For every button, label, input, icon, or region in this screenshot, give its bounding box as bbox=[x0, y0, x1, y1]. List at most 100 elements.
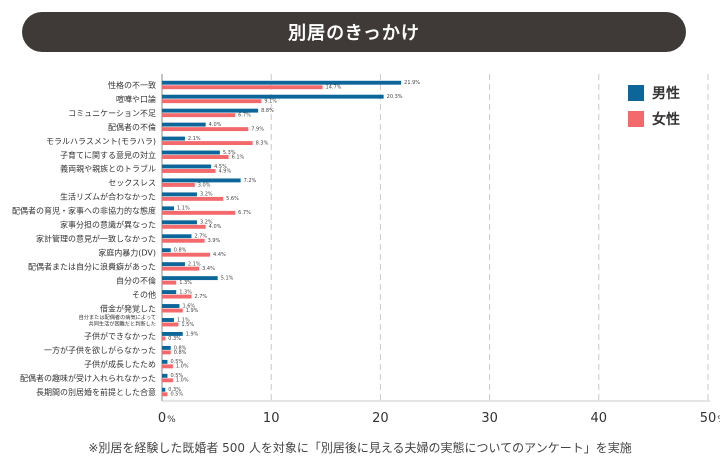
data-label: 0.5% bbox=[170, 392, 183, 398]
category-label: モラルハラスメント(モラハラ) bbox=[46, 137, 156, 146]
bar-female bbox=[162, 85, 323, 90]
data-label: 3.2% bbox=[200, 220, 213, 226]
bar-female bbox=[162, 224, 206, 229]
chart-title: 別居のきっかけ bbox=[288, 23, 420, 44]
data-label: 1.3% bbox=[179, 289, 192, 295]
data-label: 7.9% bbox=[251, 126, 264, 132]
bar-female bbox=[162, 322, 179, 327]
data-label: 0.8% bbox=[174, 248, 187, 254]
bar-male bbox=[162, 108, 259, 113]
data-label: 5.6% bbox=[226, 196, 239, 202]
data-label: 1.1% bbox=[177, 206, 190, 212]
bar-male bbox=[162, 276, 218, 281]
data-label: 0.3% bbox=[168, 336, 181, 342]
data-label: 6.1% bbox=[232, 154, 245, 160]
data-label: 7.2% bbox=[244, 178, 257, 184]
data-label: 0.3% bbox=[168, 387, 181, 393]
category-label: 借金が発覚した bbox=[100, 303, 156, 313]
bar-male bbox=[162, 178, 241, 183]
data-label: 21.9% bbox=[404, 80, 420, 86]
category-label: 一方が子供を欲しがらなかった bbox=[44, 345, 156, 355]
bar-male bbox=[162, 220, 197, 225]
data-label: 4.4% bbox=[213, 252, 226, 258]
bar-female bbox=[162, 336, 166, 341]
data-label: 4.0% bbox=[209, 224, 222, 230]
bar-female bbox=[162, 350, 171, 355]
bar-male bbox=[162, 122, 206, 127]
data-label: 5.3% bbox=[223, 150, 236, 156]
category-label: 子供が成長したため bbox=[84, 359, 156, 369]
title-banner: 別居のきっかけ bbox=[22, 12, 686, 52]
bar-female bbox=[162, 210, 236, 215]
x-tick-unit: % bbox=[717, 415, 720, 425]
bar-female bbox=[162, 99, 262, 104]
category-label: 家計管理の意見が一致しなかった bbox=[36, 234, 156, 244]
bar-female bbox=[162, 364, 173, 369]
bar-male bbox=[162, 80, 402, 85]
x-tick-label: 30 bbox=[481, 411, 498, 426]
data-label: 4.5% bbox=[214, 164, 227, 170]
data-label: 2.7% bbox=[194, 294, 207, 300]
bar-male bbox=[162, 164, 212, 169]
bar-male bbox=[162, 192, 197, 197]
footnote: ※別居を経験した既婚者 500 人を対象に「別居後に見える夫婦の実態についてのア… bbox=[88, 441, 632, 455]
data-label: 6.7% bbox=[238, 210, 251, 216]
data-label: 2.1% bbox=[188, 262, 201, 268]
bar-female bbox=[162, 196, 224, 201]
bar-male bbox=[162, 234, 192, 239]
bar-female bbox=[162, 392, 168, 397]
x-tick-label: 10 bbox=[263, 411, 280, 426]
category-label: 子育てに関する意見の対立 bbox=[60, 150, 156, 160]
data-label: 4.0% bbox=[209, 122, 222, 128]
data-label: 5.1% bbox=[221, 275, 234, 281]
bar-female bbox=[162, 155, 229, 159]
data-label: 1.3% bbox=[179, 280, 192, 286]
x-tick-label: 50 bbox=[700, 411, 717, 426]
category-label: 喧嘩や口論 bbox=[116, 94, 156, 104]
data-label: 1.9% bbox=[186, 308, 199, 314]
bar-male bbox=[162, 206, 175, 211]
category-label: 性格の不一致 bbox=[108, 80, 156, 90]
bar-female bbox=[162, 252, 211, 257]
bar-male bbox=[162, 331, 183, 336]
category-label: 家庭内暴力(DV) bbox=[98, 247, 156, 257]
category-label: 生活リズムが合わなかった bbox=[60, 192, 156, 202]
bar-male bbox=[162, 150, 220, 155]
data-label: 3.9% bbox=[208, 238, 221, 244]
category-label: 配偶者の不倫 bbox=[108, 122, 156, 132]
x-tick-label: 40 bbox=[591, 411, 608, 426]
bar-male bbox=[162, 373, 168, 378]
legend-label-male: 男性 bbox=[652, 86, 680, 102]
bar-female bbox=[162, 182, 195, 187]
category-label: セックスレス bbox=[108, 179, 156, 188]
data-label: 6.7% bbox=[238, 112, 251, 118]
data-label: 8.3% bbox=[256, 140, 269, 146]
bar-female bbox=[162, 378, 173, 383]
category-label: 自分または配偶者の病気によって bbox=[79, 313, 156, 321]
bar-female bbox=[162, 169, 216, 173]
data-label: 8.8% bbox=[261, 108, 274, 114]
data-label: 1.0% bbox=[176, 364, 189, 370]
category-label: その他 bbox=[132, 289, 156, 299]
category-label: 配偶者の趣味が受け入れられなかった bbox=[20, 373, 156, 383]
data-label: 0.5% bbox=[170, 373, 183, 379]
data-label: 9.1% bbox=[264, 99, 277, 105]
bar-female bbox=[162, 127, 249, 132]
category-label: 配偶者または自分に浪費癖があった bbox=[28, 261, 156, 271]
bar-male bbox=[162, 136, 185, 141]
data-label: 3.0% bbox=[198, 182, 211, 188]
bar-female bbox=[162, 113, 236, 118]
category-label: 長期間の別居婚を前提とした合意 bbox=[36, 387, 156, 397]
bar-male bbox=[162, 318, 175, 322]
data-label: 3.2% bbox=[200, 192, 213, 198]
data-label: 2.7% bbox=[194, 234, 207, 240]
category-label: 家事分担の意識が異なった bbox=[60, 220, 156, 230]
legend-swatch-female bbox=[628, 111, 644, 127]
x-tick-label: 20 bbox=[372, 411, 389, 426]
bar-female bbox=[162, 238, 205, 243]
bar-female bbox=[162, 141, 253, 146]
category-label: コミュニケーション不足 bbox=[68, 109, 156, 118]
bar-female bbox=[162, 266, 200, 271]
bar-male bbox=[162, 359, 168, 364]
